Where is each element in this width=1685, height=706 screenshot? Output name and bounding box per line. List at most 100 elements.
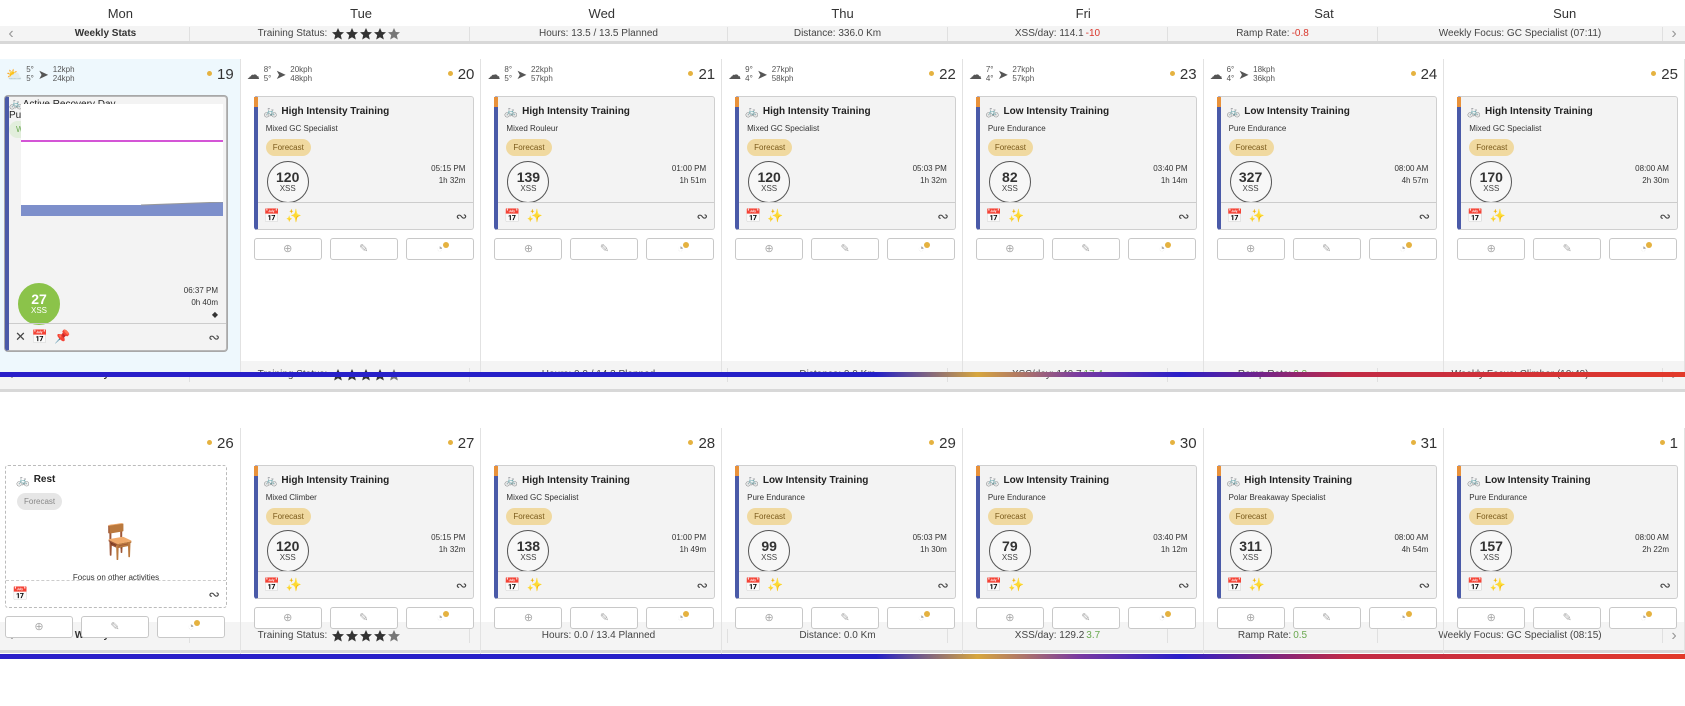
workout-card[interactable]: 🚲 High Intensity Training Mixed Climber F… xyxy=(253,465,475,599)
add-workout-button[interactable]: ⊕ xyxy=(1216,607,1285,629)
route-icon[interactable]: ∾ xyxy=(208,329,220,345)
edit-plan-button[interactable]: ✎ xyxy=(329,607,398,629)
calendar-edit-icon[interactable]: 📅 xyxy=(985,577,1003,592)
add-workout-button[interactable]: ⊕ xyxy=(735,607,804,629)
route-icon[interactable]: ∾ xyxy=(208,586,220,602)
route-icon[interactable]: ∾ xyxy=(1418,577,1431,593)
edit-plan-button[interactable]: ✎ xyxy=(811,238,880,260)
route-icon[interactable]: ∾ xyxy=(1418,208,1431,224)
schedule-button[interactable]: ◔ xyxy=(887,238,956,260)
edit-plan-button[interactable]: ✎ xyxy=(1292,238,1361,260)
add-workout-button[interactable]: ⊕ xyxy=(494,607,563,629)
next-week-chevron-icon[interactable]: › xyxy=(1671,627,1677,644)
route-icon[interactable]: ∾ xyxy=(937,577,949,593)
add-workout-button[interactable]: ⊕ xyxy=(5,616,73,638)
workout-card[interactable]: 🚲 Low Intensity Training Pure Endurance F… xyxy=(975,96,1197,230)
add-workout-button[interactable]: ⊕ xyxy=(975,607,1044,629)
sparkle-icon[interactable]: ✨ xyxy=(1008,208,1025,223)
calendar-edit-icon[interactable]: 📅 xyxy=(1467,208,1484,223)
sparkle-icon[interactable]: ✨ xyxy=(285,577,303,592)
calendar-edit-icon[interactable]: 📅 xyxy=(1226,577,1243,592)
route-icon[interactable]: ∾ xyxy=(696,577,709,593)
schedule-button[interactable]: ◔ xyxy=(405,238,474,260)
add-workout-button[interactable]: ⊕ xyxy=(494,238,563,260)
sparkle-icon[interactable]: ✨ xyxy=(285,208,303,223)
route-icon[interactable]: ∾ xyxy=(696,208,709,224)
sparkle-icon[interactable]: ✨ xyxy=(767,208,784,223)
calendar-edit-icon[interactable]: 📅 xyxy=(745,208,762,223)
route-icon[interactable]: ∾ xyxy=(937,208,949,224)
schedule-button[interactable]: ◔ xyxy=(1609,607,1678,629)
workout-card[interactable]: 🚲 Low Intensity Training Pure Endurance F… xyxy=(735,465,956,599)
edit-plan-button[interactable]: ✎ xyxy=(570,607,639,629)
calendar-edit-icon[interactable]: 📅 xyxy=(1226,208,1243,223)
workout-card[interactable]: 🚲 High Intensity Training Mixed GC Specia… xyxy=(735,96,956,230)
calendar-edit-icon[interactable]: 📅 xyxy=(745,577,762,592)
next-week-chevron-icon[interactable]: › xyxy=(1671,24,1677,42)
sparkle-icon[interactable]: ✨ xyxy=(526,577,543,592)
route-icon[interactable]: ∾ xyxy=(455,208,468,224)
route-icon[interactable]: ∾ xyxy=(1659,577,1671,593)
edit-plan-button[interactable]: ✎ xyxy=(329,238,398,260)
calendar-edit-icon[interactable]: 📅 xyxy=(1467,577,1484,592)
add-workout-button[interactable]: ⊕ xyxy=(1457,607,1526,629)
add-workout-button[interactable]: ⊕ xyxy=(1216,238,1285,260)
add-workout-button[interactable]: ⊕ xyxy=(1457,238,1526,260)
add-workout-button[interactable]: ⊕ xyxy=(975,238,1044,260)
edit-plan-button[interactable]: ✎ xyxy=(1051,607,1120,629)
route-icon[interactable]: ∾ xyxy=(1177,208,1190,224)
sparkle-icon[interactable]: ✨ xyxy=(1489,577,1506,592)
workout-card[interactable]: 🚲 High Intensity Training Mixed GC Specia… xyxy=(1457,96,1678,230)
sparkle-icon[interactable]: ✨ xyxy=(1248,208,1265,223)
calendar-edit-icon[interactable]: 📅 xyxy=(263,577,280,592)
calendar-edit-icon[interactable]: 📅 xyxy=(504,577,521,592)
calendar-edit-icon[interactable]: 📅 xyxy=(12,586,29,601)
edit-plan-button[interactable]: ✎ xyxy=(81,616,149,638)
workout-card[interactable]: 🚲 High Intensity Training Mixed Rouleur F… xyxy=(494,96,716,230)
edit-plan-button[interactable]: ✎ xyxy=(1292,607,1361,629)
workout-card[interactable]: 🚲 High Intensity Training Polar Breakaway… xyxy=(1216,465,1438,599)
schedule-button[interactable]: ◔ xyxy=(1368,607,1437,629)
edit-plan-button[interactable]: ✎ xyxy=(1051,238,1120,260)
schedule-button[interactable]: ◔ xyxy=(1609,238,1678,260)
sparkle-icon[interactable]: ✨ xyxy=(767,577,784,592)
sparkle-icon[interactable]: ✨ xyxy=(1248,577,1265,592)
route-icon[interactable]: ∾ xyxy=(455,577,468,593)
edit-plan-button[interactable]: ✎ xyxy=(570,238,639,260)
workout-card[interactable]: 🚲 Low Intensity Training Pure Endurance F… xyxy=(1457,465,1678,599)
sparkle-icon[interactable]: ✨ xyxy=(1008,577,1025,592)
schedule-button[interactable]: ◔ xyxy=(646,238,715,260)
schedule-button[interactable]: ◔ xyxy=(646,607,715,629)
workout-card[interactable]: 🚲 Low Intensity Training Pure Endurance F… xyxy=(1216,96,1438,230)
prev-week-chevron-icon[interactable]: ‹ xyxy=(8,24,14,42)
bike-icon: 🚲 xyxy=(745,106,759,118)
route-icon[interactable]: ∾ xyxy=(1177,577,1190,593)
schedule-button[interactable]: ◔ xyxy=(405,607,474,629)
calendar-edit-icon[interactable]: 📅 xyxy=(985,208,1003,223)
add-workout-button[interactable]: ⊕ xyxy=(735,238,804,260)
route-icon[interactable]: ∾ xyxy=(1659,208,1671,224)
add-workout-button[interactable]: ⊕ xyxy=(253,238,322,260)
schedule-button[interactable]: ◔ xyxy=(1368,238,1437,260)
workout-card[interactable]: 🚲 Low Intensity Training Pure Endurance F… xyxy=(975,465,1197,599)
edit-plan-button[interactable]: ✎ xyxy=(1533,607,1602,629)
schedule-button[interactable]: ◔ xyxy=(1127,607,1196,629)
schedule-button[interactable]: ◔ xyxy=(1127,238,1196,260)
schedule-button[interactable]: ◔ xyxy=(887,607,956,629)
rest-day-card[interactable]: 🚲 Rest Forecast 🪑 Focus on other activiti… xyxy=(5,465,227,608)
calendar-edit-icon[interactable]: 📅 xyxy=(504,208,521,223)
sparkle-icon[interactable]: ✨ xyxy=(526,208,543,223)
sparkle-icon[interactable]: ✨ xyxy=(1489,208,1506,223)
calendar-edit-icon[interactable]: 📅 xyxy=(263,208,280,223)
edit-plan-button[interactable]: ✎ xyxy=(811,607,880,629)
edit-plan-button[interactable]: ✎ xyxy=(1533,238,1602,260)
add-workout-button[interactable]: ⊕ xyxy=(253,607,322,629)
workout-card[interactable]: 🚲 High Intensity Training Mixed GC Specia… xyxy=(253,96,475,230)
close-icon[interactable]: ✕ xyxy=(15,329,26,344)
schedule-button[interactable]: ◔ xyxy=(157,616,225,638)
workout-card[interactable]: 🚲 High Intensity Training Mixed GC Specia… xyxy=(494,465,716,599)
calendar-edit-icon[interactable]: 📅 xyxy=(31,329,49,344)
workout-card-active[interactable]: 🚲Active Recovery Day Pure Endurance WOTD… xyxy=(5,96,227,351)
pin-icon[interactable]: 📌 xyxy=(54,329,71,344)
temp-high: 5° xyxy=(26,65,34,74)
